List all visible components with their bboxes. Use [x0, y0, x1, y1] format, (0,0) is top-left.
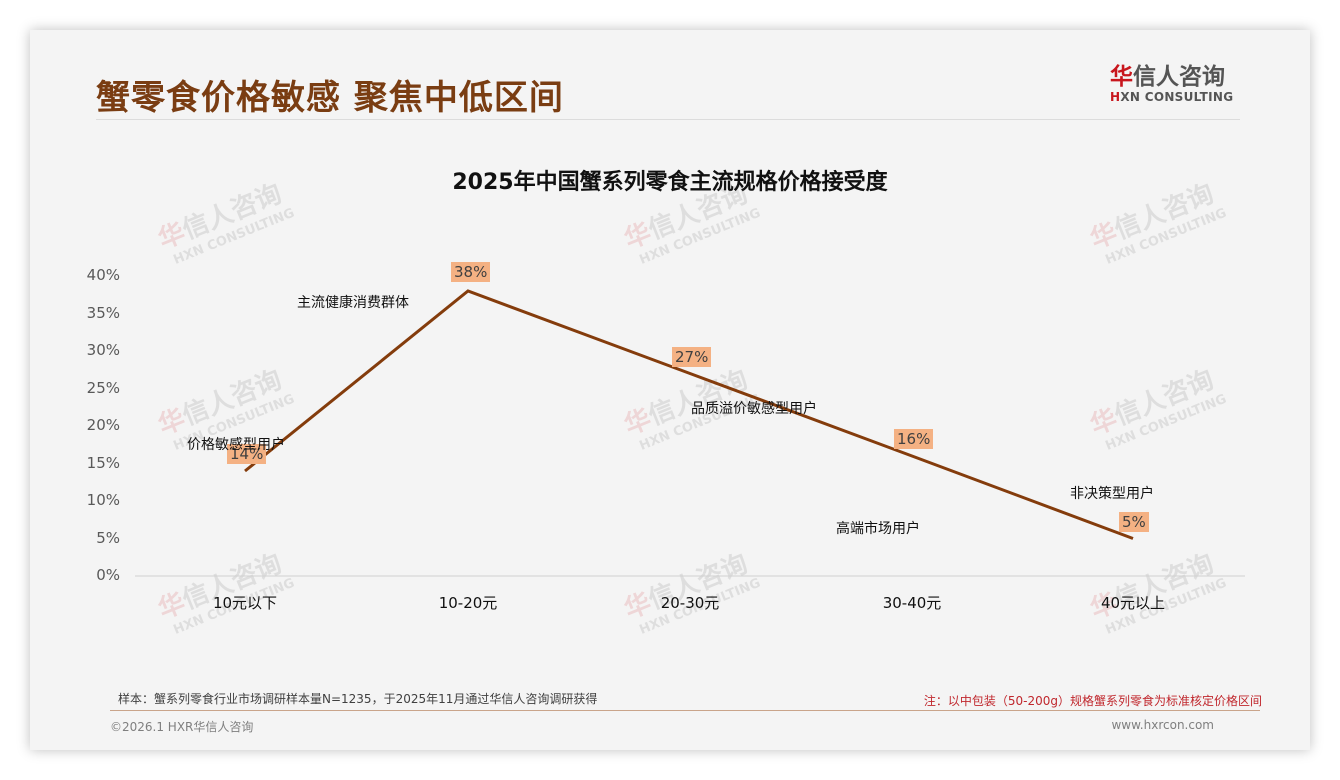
- data-label: 27%: [672, 346, 712, 367]
- footer-divider: [110, 710, 1260, 711]
- title-divider: [96, 119, 1240, 120]
- y-tick-label: 5%: [96, 528, 120, 547]
- chart-title: 2025年中国蟹系列零食主流规格价格接受度: [452, 170, 888, 195]
- logo-cn-text: 信人咨询: [1133, 64, 1225, 90]
- logo-hua-char: 华: [1110, 64, 1133, 90]
- footnote: 注：以中包装（50-200g）规格蟹系列零食为标准核定价格区间: [923, 694, 1262, 708]
- source-note: 样本：蟹系列零食行业市场调研样本量N=1235，于2025年11月通过华信人咨询…: [118, 692, 598, 706]
- y-tick-label: 10%: [86, 491, 120, 509]
- page-title: 蟹零食价格敏感 聚焦中低区间: [96, 78, 564, 118]
- x-tick-label: 10-20元: [438, 594, 498, 612]
- y-tick-label: 35%: [86, 303, 120, 322]
- x-tick-label: 20-30元: [660, 594, 720, 612]
- y-tick-label: 25%: [86, 378, 120, 397]
- y-tick-label: 40%: [86, 266, 120, 284]
- logo-chinese: 华信人咨询: [1110, 64, 1245, 90]
- x-tick-label: 10元以下: [212, 594, 278, 612]
- y-tick-label: 0%: [96, 566, 120, 584]
- segment-annotation: 主流健康消费群体: [297, 295, 409, 311]
- segment-annotation: 价格敏感型用户: [187, 437, 285, 453]
- segment-annotation: 高端市场用户: [836, 521, 920, 537]
- logo-en-prefix: H: [1110, 90, 1121, 104]
- data-label: 14%: [227, 444, 267, 464]
- y-tick-label: 20%: [86, 416, 120, 434]
- data-label: 16%: [894, 429, 934, 449]
- x-tick-label: 40元以上: [1100, 594, 1166, 612]
- copyright: ©2026.1 HXR华信人咨询: [110, 720, 254, 734]
- x-tick-label: 30-40元: [882, 594, 942, 612]
- logo-en-text: XN CONSULTING: [1120, 90, 1234, 104]
- company-logo: 华信人咨询 HXN CONSULTING: [1110, 64, 1245, 104]
- data-label: 38%: [451, 262, 491, 282]
- y-tick-label: 15%: [86, 453, 120, 472]
- data-label: 5%: [1119, 511, 1149, 532]
- slide: 蟹零食价格敏感 聚焦中低区间 华信人咨询 HXN CONSULTING 华信人咨…: [30, 30, 1310, 750]
- logo-english: HXN CONSULTING: [1110, 90, 1245, 104]
- segment-annotation: 非决策型用户: [1070, 486, 1154, 502]
- y-tick-label: 30%: [86, 341, 120, 359]
- segment-annotation: 品质溢价敏感型用户: [691, 401, 817, 417]
- website-link[interactable]: www.hxrcon.com: [1111, 718, 1214, 732]
- chart-plot: [135, 289, 1245, 577]
- data-line: [244, 289, 1134, 540]
